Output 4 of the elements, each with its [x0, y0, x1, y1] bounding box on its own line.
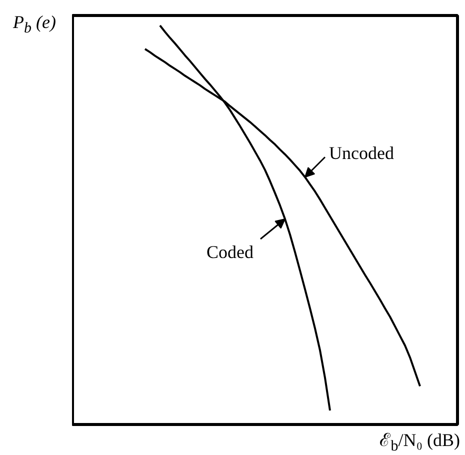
x-axis-title: ℰ$_{b}$/N₀ (dB)	[378, 429, 460, 455]
series-label: Uncoded	[329, 143, 394, 164]
text: Coded	[206, 242, 254, 262]
y-axis-title: P$_{b}$ (e)	[12, 11, 56, 38]
